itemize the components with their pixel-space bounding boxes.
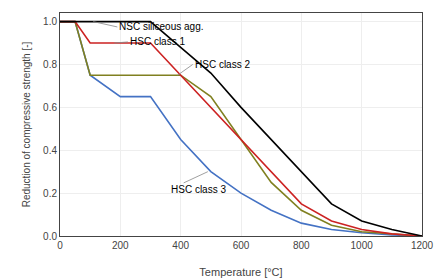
svg-text:800: 800	[293, 240, 310, 251]
svg-text:1200: 1200	[411, 240, 434, 251]
svg-text:HSC class 2: HSC class 2	[195, 59, 250, 70]
svg-text:600: 600	[233, 240, 250, 251]
svg-text:0.4: 0.4	[43, 145, 57, 156]
svg-text:HSC class 3: HSC class 3	[171, 184, 226, 195]
svg-text:0.2: 0.2	[43, 188, 57, 199]
svg-text:400: 400	[172, 240, 189, 251]
svg-text:0: 0	[57, 240, 63, 251]
svg-text:0.8: 0.8	[43, 59, 57, 70]
svg-text:NSC siliceous agg.: NSC siliceous agg.	[119, 21, 203, 32]
svg-text:HSC class 1: HSC class 1	[130, 36, 185, 47]
svg-text:0.0: 0.0	[43, 231, 57, 242]
svg-text:1.0: 1.0	[43, 16, 57, 27]
svg-text:200: 200	[112, 240, 129, 251]
svg-text:1000: 1000	[351, 240, 374, 251]
svg-text:Reduction of compressive stren: Reduction of compressive strength [-]	[21, 41, 32, 207]
svg-text:Temperature [°C]: Temperature [°C]	[199, 266, 282, 278]
svg-text:0.6: 0.6	[43, 102, 57, 113]
